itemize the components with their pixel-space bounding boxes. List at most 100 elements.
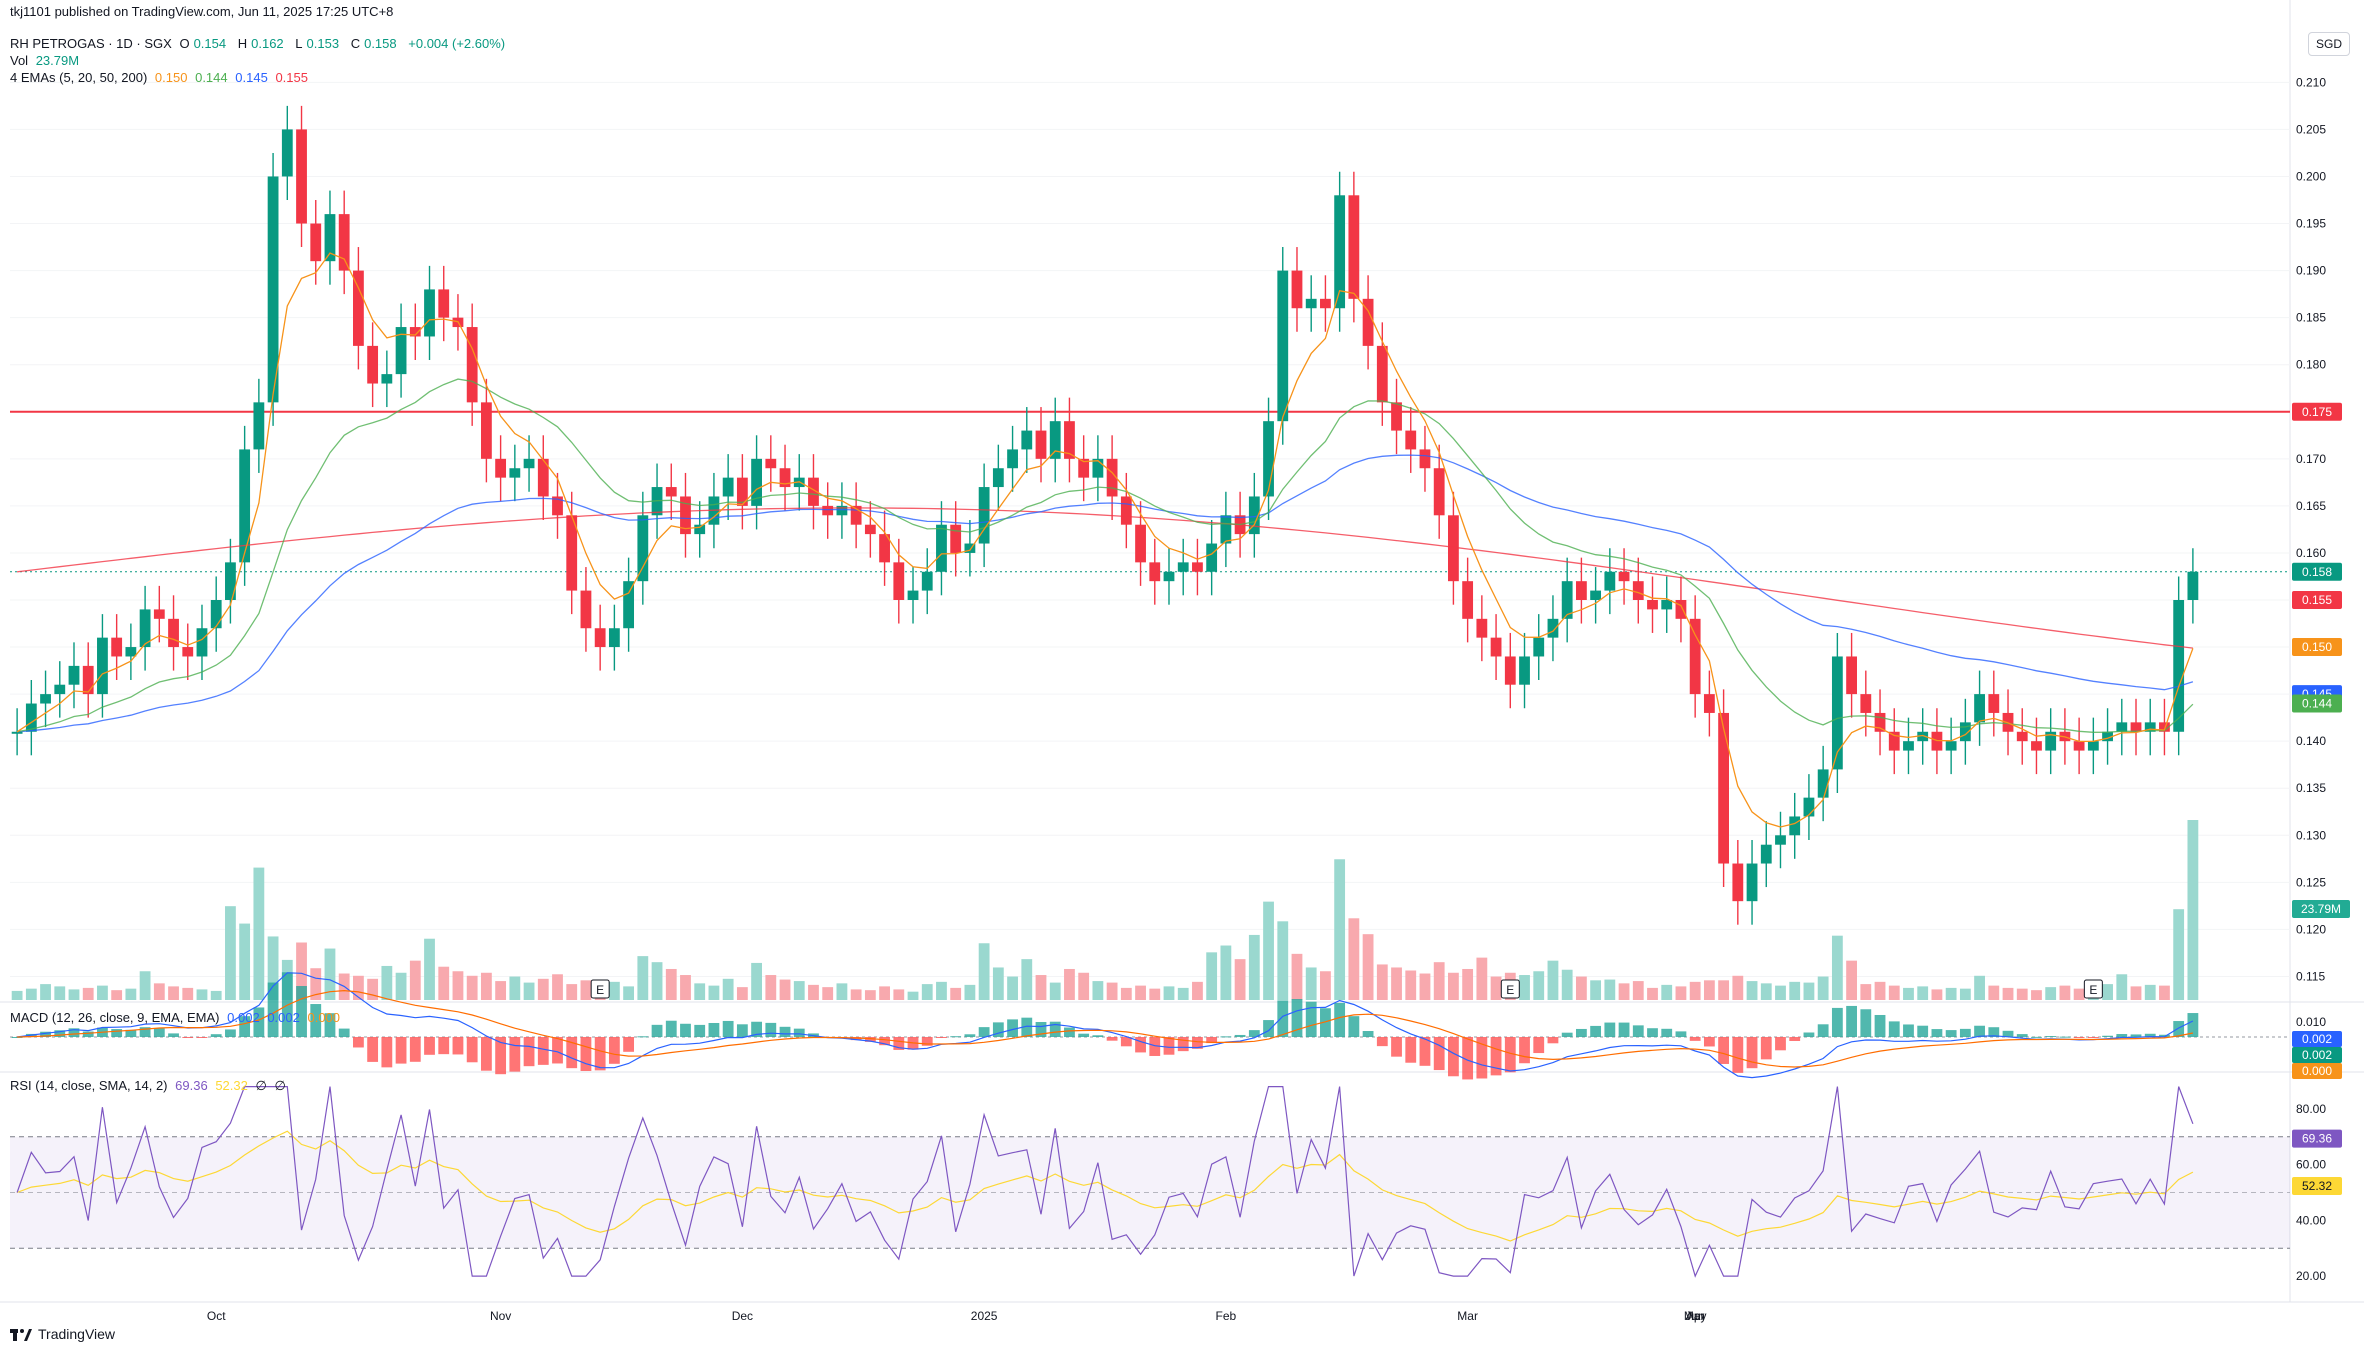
- macd-histogram-bar: [1519, 1037, 1530, 1064]
- candle-body: [367, 345, 379, 384]
- macd-histogram-bar: [1888, 1021, 1900, 1037]
- macd-histogram-bar: [1988, 1027, 2000, 1037]
- candle-body: [1064, 421, 1075, 459]
- candle-body: [1291, 270, 1303, 309]
- volume-bar: [1575, 976, 1587, 1000]
- volume-bar: [1334, 859, 1346, 1000]
- candle-body: [537, 458, 549, 497]
- macd-histogram-bar: [708, 1022, 720, 1037]
- volume-bar: [111, 990, 123, 1000]
- candle-body: [1931, 731, 1943, 751]
- macd-histogram-bar: [1476, 1037, 1488, 1079]
- candle-body: [2159, 722, 2170, 732]
- candle-body: [168, 618, 179, 648]
- candle-body: [665, 487, 677, 497]
- macd-histogram-bar: [1746, 1037, 1758, 1069]
- candle-body: [409, 327, 421, 337]
- volume-bar: [395, 972, 407, 1000]
- volume-bar: [210, 990, 222, 1000]
- volume-bar: [1348, 918, 1360, 1000]
- earnings-marker[interactable]: E: [590, 979, 610, 999]
- macd-histogram-bar: [1248, 1030, 1260, 1037]
- volume-bar: [680, 975, 691, 1000]
- candle-body: [1448, 515, 1459, 582]
- candle-body: [1632, 581, 1644, 600]
- macd-histogram-bar: [1448, 1037, 1459, 1077]
- macd-histogram-bar: [480, 1037, 492, 1071]
- candle-body: [196, 628, 208, 657]
- rsi-tag-label: 69.36: [2302, 1132, 2332, 1146]
- candle-body: [68, 665, 80, 685]
- symbol-name[interactable]: RH PETROGAS · 1D · SGX: [10, 36, 172, 51]
- macd-histogram-bar: [1348, 1016, 1360, 1037]
- candle-body: [1405, 430, 1417, 450]
- volume-bar: [1888, 985, 1900, 1000]
- macd-histogram-bar: [2059, 1036, 2071, 1038]
- macd-histogram-bar: [239, 1016, 251, 1037]
- price-tick-label: 0.180: [2296, 358, 2326, 372]
- macd-histogram-bar: [566, 1037, 578, 1069]
- macd-histogram-bar: [1931, 1029, 1943, 1037]
- price-tick-label: 0.185: [2296, 311, 2326, 325]
- volume-bar: [2130, 986, 2142, 1000]
- earnings-marker[interactable]: E: [1500, 979, 1520, 999]
- candle-body: [1988, 694, 2000, 713]
- price-tick-label: 0.195: [2296, 217, 2326, 231]
- candle-body: [1177, 562, 1189, 572]
- candle-body: [1590, 590, 1602, 600]
- macd-histogram-bar: [495, 1037, 507, 1075]
- macd-histogram-bar: [1703, 1037, 1715, 1047]
- earnings-marker[interactable]: E: [2083, 979, 2103, 999]
- candle-body: [1746, 863, 1758, 902]
- brand-text: TradingView: [38, 1326, 116, 1342]
- open-label: O: [179, 36, 190, 51]
- candle-body: [1248, 496, 1260, 535]
- ema50-line: [17, 454, 2194, 733]
- volume-bar: [125, 988, 137, 1000]
- volume-bar: [1078, 972, 1090, 1000]
- ema-label[interactable]: 4 EMAs (5, 20, 50, 200): [10, 70, 148, 85]
- volume-bar: [907, 991, 919, 1000]
- volume-bar: [836, 983, 848, 1000]
- macd-histogram-bar: [722, 1020, 734, 1037]
- macd-histogram-bar: [2087, 1037, 2099, 1038]
- earnings-marker-label: E: [1506, 983, 1514, 997]
- volume-bar: [1775, 985, 1786, 1000]
- macd-histogram-bar: [793, 1028, 805, 1037]
- macd-histogram-bar: [111, 1029, 123, 1037]
- vol-label[interactable]: Vol: [10, 53, 29, 68]
- macd-tag-box: [2292, 1031, 2342, 1047]
- candle-body: [2016, 731, 2028, 742]
- price-tick-label: 0.160: [2296, 546, 2326, 560]
- volume-bar: [1718, 980, 1730, 1000]
- time-axis-label: Mar: [1457, 1309, 1478, 1323]
- macd-histogram-bar: [1789, 1037, 1801, 1041]
- macd-tag-label: 0.002: [2302, 1048, 2332, 1062]
- currency-button[interactable]: SGD: [2308, 32, 2350, 56]
- candle-body: [153, 609, 165, 619]
- macd-histogram-bar: [1305, 1001, 1317, 1037]
- volume-bar: [1064, 968, 1075, 1000]
- macd-label[interactable]: MACD (12, 26, close, 9, EMA, EMA): [10, 1010, 220, 1025]
- macd-histogram-bar: [1760, 1037, 1772, 1060]
- candle-body: [1661, 600, 1673, 610]
- macd-histogram-bar: [978, 1027, 990, 1037]
- rsi-value-3: ∅: [255, 1078, 267, 1093]
- rsi-ma-line: [16, 1130, 2194, 1242]
- volume-bar: [1974, 975, 1985, 1000]
- volume-bar: [1803, 982, 1815, 1000]
- macd-histogram-bar: [992, 1022, 1004, 1037]
- rsi-label[interactable]: RSI (14, close, SMA, 14, 2): [10, 1078, 168, 1093]
- macd-histogram-bar: [623, 1037, 635, 1052]
- close-label: C: [350, 36, 361, 51]
- volume-bar: [2045, 987, 2057, 1000]
- macd-histogram-bar: [893, 1037, 905, 1050]
- macd-histogram-bar: [182, 1037, 194, 1038]
- volume-bar: [253, 867, 265, 1000]
- volume-bar: [324, 948, 336, 1000]
- macd-histogram-bar: [509, 1037, 521, 1072]
- candle-body: [1376, 345, 1388, 403]
- volume-bar: [1149, 988, 1161, 1000]
- volume-bar: [964, 984, 976, 1000]
